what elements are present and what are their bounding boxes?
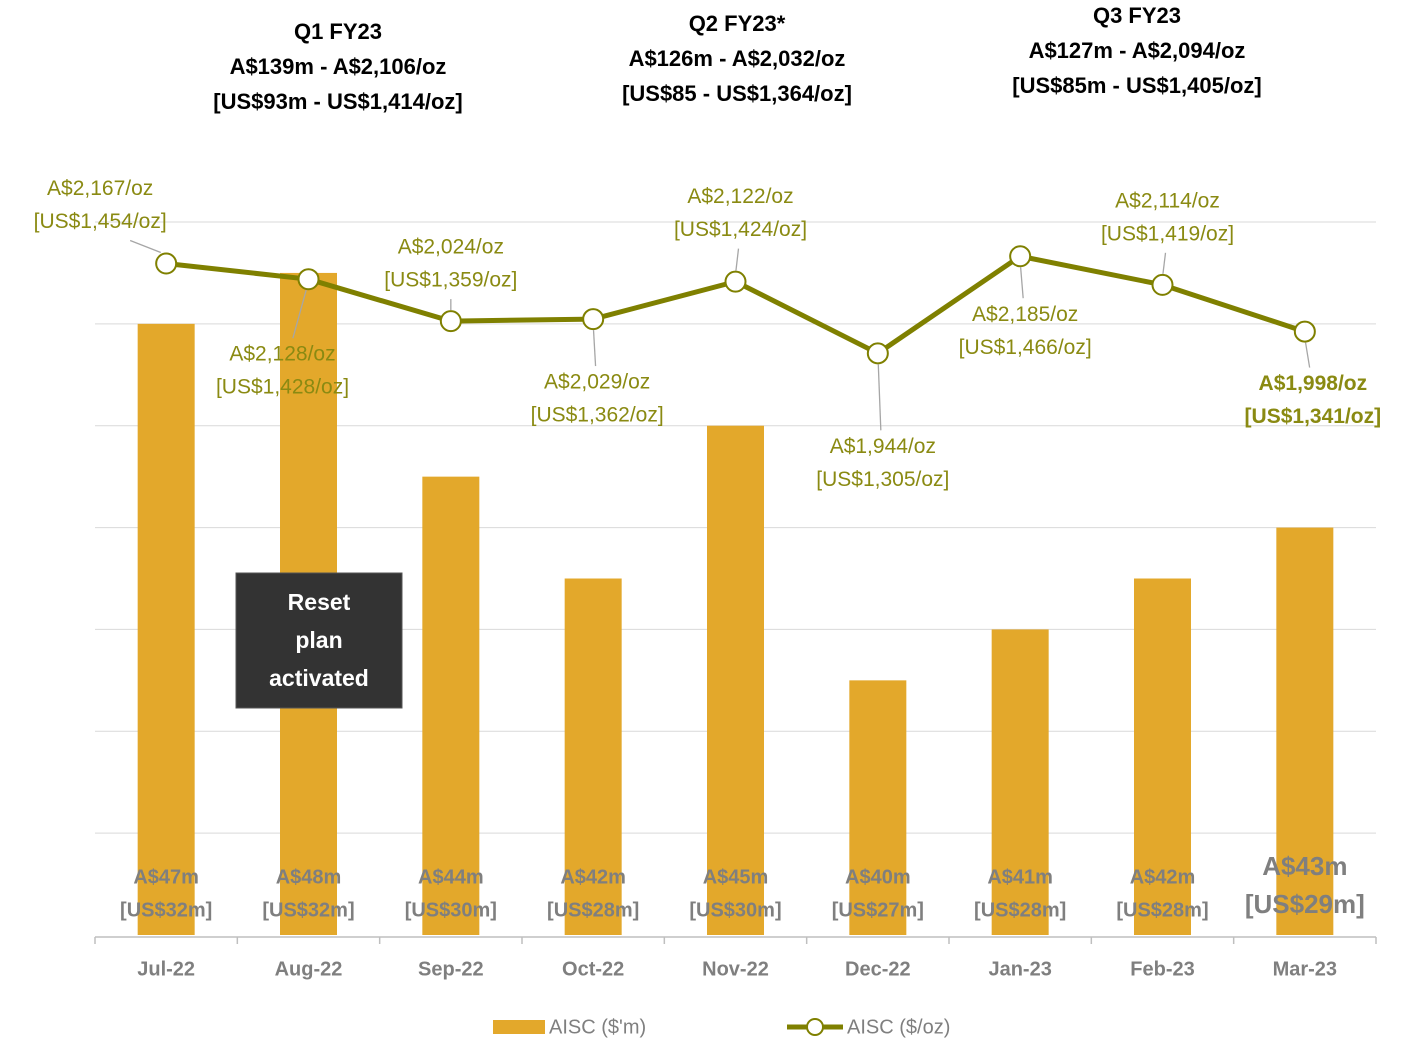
line-value-label: A$2,128/oz [229,343,335,366]
x-tick-label: Nov-22 [702,958,769,980]
annotation-text: Reset [288,589,351,615]
bar-value-label: A$48m [276,866,342,888]
line-value-label: A$2,167/oz [47,177,153,200]
bar [1276,527,1334,935]
line-marker [297,268,320,291]
bar-value-label: A$42m [1130,866,1196,888]
bar-value-label: A$40m [845,866,911,888]
bar-usd-label: [US$32m] [262,899,354,921]
legend-label: AISC ($'m) [549,1016,646,1038]
legend-label: AISC ($/oz) [847,1016,950,1038]
line-usd-label: [US$1,359/oz] [384,269,517,292]
x-tick-label: Jan-23 [988,958,1051,980]
leader-line [1019,267,1024,299]
leader-line [129,239,162,254]
x-tick-label: Dec-22 [845,958,911,980]
bar-value-label: A$43m [1262,851,1347,881]
quarter-summary: A$139m - A$2,106/oz [230,54,447,79]
bar [137,323,195,935]
line-marker [866,342,889,365]
bar-value-label: A$45m [703,866,769,888]
x-tick-label: Sep-22 [418,958,484,980]
quarter-summary: A$127m - A$2,094/oz [1029,38,1246,63]
bar-usd-label: [US$32m] [120,899,212,921]
line-marker [1151,273,1174,296]
leader-line [735,248,740,271]
line-usd-label: [US$1,419/oz] [1101,222,1234,245]
leader-line [1304,342,1311,368]
legend-swatch [806,1018,824,1036]
line-marker [439,310,462,333]
bar [564,578,622,935]
bar-usd-label: [US$30m] [689,899,781,921]
annotation-box [235,572,403,709]
leader-line [1162,252,1167,274]
x-tick-label: Jul-22 [137,958,195,980]
line-marker [155,252,178,275]
quarter-summary: [US$93m - US$1,414/oz] [213,89,462,114]
line-value-label: A$2,024/oz [398,236,504,259]
bar-value-label: A$42m [560,866,626,888]
x-tick-label: Oct-22 [562,958,624,980]
line-usd-label: [US$1,466/oz] [959,336,1092,359]
bar-usd-label: [US$30m] [405,899,497,921]
bar-usd-label: [US$28m] [547,899,639,921]
legend-swatch [493,1020,545,1034]
bar-value-label: A$44m [418,866,484,888]
quarter-summary: [US$85m - US$1,405/oz] [1012,73,1261,98]
bar-usd-label: [US$29m] [1245,889,1365,919]
leader-line [292,290,307,339]
line-usd-label: [US$1,454/oz] [34,210,167,233]
bar [422,476,480,935]
bar-value-label: A$41m [987,866,1053,888]
leader-line [592,330,597,367]
line-value-label: A$2,185/oz [972,303,1078,326]
x-tick-label: Feb-23 [1130,958,1194,980]
line-marker [724,270,747,293]
line-usd-label: [US$1,428/oz] [216,376,349,399]
line-usd-label: [US$1,424/oz] [674,218,807,241]
x-tick-label: Mar-23 [1273,958,1337,980]
line-marker [1293,320,1316,343]
line-value-label: A$2,029/oz [544,371,650,394]
bar-usd-label: [US$27m] [832,899,924,921]
line-usd-label: [US$1,305/oz] [816,468,949,491]
annotation-text: activated [269,665,369,691]
bar-value-label: A$47m [133,866,199,888]
line-marker [1009,245,1032,268]
line-value-label: A$1,944/oz [830,435,936,458]
line-value-label: A$2,122/oz [687,185,793,208]
annotation-text: plan [295,627,342,653]
line-value-label: A$1,998/oz [1259,372,1368,395]
bar [1134,578,1191,935]
bar-usd-label: [US$28m] [1116,899,1208,921]
bar-usd-label: [US$28m] [974,899,1066,921]
line-value-label: A$2,114/oz [1115,189,1220,212]
quarter-summary: Q3 FY23 [1093,3,1181,28]
line-marker [582,308,605,331]
bar [991,629,1049,935]
bar [849,680,907,935]
quarter-summary: Q2 FY23* [689,11,786,36]
quarter-summary: Q1 FY23 [294,19,382,44]
line-usd-label: [US$1,341/oz] [1245,405,1382,428]
bar [707,425,764,935]
x-tick-label: Aug-22 [275,958,343,980]
quarter-summary: [US$85 - US$1,364/oz] [622,81,852,106]
leader-line [877,364,882,431]
quarter-summary: A$126m - A$2,032/oz [629,46,846,71]
line-usd-label: [US$1,362/oz] [531,404,664,427]
